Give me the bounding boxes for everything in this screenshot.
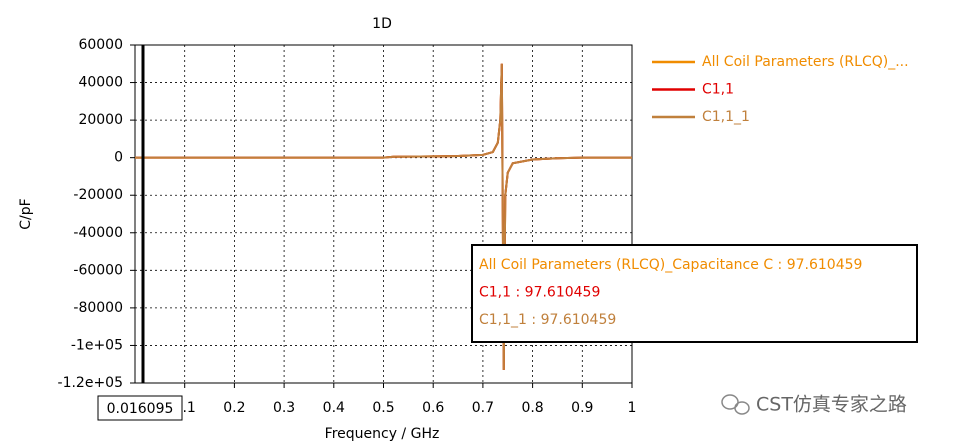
y-tick-label: 0	[114, 150, 123, 166]
marker-box	[97, 395, 183, 421]
y-tick-label: -80000	[73, 300, 123, 316]
tooltip-line: C1,1 : 97.610459	[479, 285, 600, 301]
x-axis-label: Frequency / GHz	[325, 426, 440, 442]
x-tick-label: 0.3	[273, 400, 295, 416]
y-tick-label: -1e+05	[71, 337, 123, 353]
y-tick-label: 20000	[78, 112, 123, 128]
x-tick-label: 0.5	[372, 400, 394, 416]
y-tick-label: -20000	[73, 187, 123, 203]
tooltip-line: All Coil Parameters (RLCQ)_Capacitance C…	[479, 257, 862, 273]
x-tick-label: 0.8	[521, 400, 543, 416]
legend-label: C1,1_1	[702, 109, 750, 125]
x-tick-label: 0.6	[422, 400, 444, 416]
y-tick-label: -40000	[73, 225, 123, 241]
x-tick-label: 0.7	[472, 400, 494, 416]
marker-label: 0.016095	[107, 401, 174, 417]
y-tick-label: 60000	[78, 37, 123, 53]
x-tick-label: 1	[628, 400, 637, 416]
plot-frame	[134, 44, 633, 384]
series-line	[135, 63, 632, 370]
y-axis-label: C/pF	[18, 198, 34, 229]
tooltip-box	[471, 244, 918, 343]
tooltip-line: C1,1_1 : 97.610459	[479, 312, 616, 328]
y-tick-label: 40000	[78, 75, 123, 91]
x-tick-label: 0.4	[323, 400, 345, 416]
chart-title: 1D	[372, 16, 392, 32]
x-tick-label: 0.2	[223, 400, 245, 416]
legend-label: C1,1	[702, 82, 734, 98]
y-tick-label: -1.2e+05	[58, 375, 123, 391]
y-tick-label: -60000	[73, 262, 123, 278]
legend-label: All Coil Parameters (RLCQ)_...	[702, 54, 909, 70]
watermark: CST仿真专家之路	[756, 394, 907, 416]
watermark-icon	[721, 394, 750, 415]
x-tick-label: 0.9	[571, 400, 593, 416]
